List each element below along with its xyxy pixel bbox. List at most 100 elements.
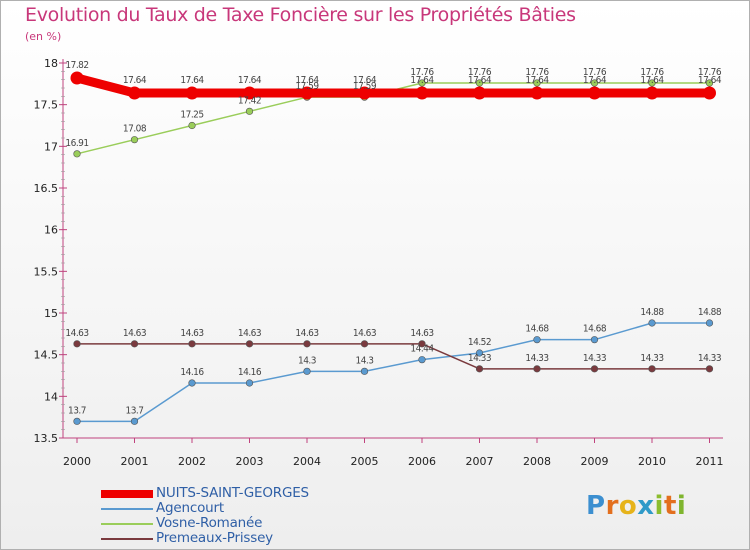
- axes: 13.5 14 14.5 15 15.5 16 16.5 17 17.5 18 2000 2001 20…: [34, 57, 724, 468]
- data-point-agencourt: [130, 417, 139, 425]
- data-label-vosne-romanee: 16.91: [65, 138, 88, 149]
- legend-label: Agencourt: [156, 500, 224, 516]
- x-tick-label: 2007: [466, 455, 494, 468]
- data-point-nuits-saint-georges: [128, 86, 141, 100]
- data-point-vosne-romanee: [245, 107, 254, 115]
- y-tick-label: 16: [44, 224, 58, 237]
- data-point-vosne-romanee: [418, 79, 426, 87]
- data-label-agencourt: 14.16: [238, 367, 262, 378]
- data-label-nuits-saint-georges: 17.64: [295, 75, 319, 86]
- data-label-vosne-romanee: 17.59: [353, 81, 377, 92]
- x-tick-label: 2005: [351, 455, 379, 468]
- data-label-nuits-saint-georges: 17.64: [180, 75, 204, 86]
- data-label-premeaux-prissey: 14.63: [353, 328, 376, 339]
- data-label-nuits-saint-georges: 17.64: [640, 75, 664, 86]
- x-tick-label: 2008: [523, 455, 551, 468]
- data-point-vosne-romanee: [188, 121, 196, 130]
- data-point-premeaux-prissey: [418, 340, 426, 348]
- line-chart: 13.5 14 14.5 15 15.5 16 16.5 17 17.5 18 2000 2001 20…: [34, 57, 724, 468]
- data-label-premeaux-prissey: 14.63: [238, 328, 261, 339]
- data-point-nuits-saint-georges: [473, 86, 486, 100]
- data-label-agencourt: 14.68: [525, 324, 549, 335]
- chart-subtitle: (en %): [25, 30, 62, 43]
- logo-letter: i: [676, 491, 687, 521]
- data-label-vosne-romanee: 17.59: [295, 81, 319, 92]
- x-tick-label: 2001: [121, 455, 149, 468]
- data-label-premeaux-prissey: 14.33: [525, 353, 548, 364]
- x-tick-label: 2003: [236, 455, 264, 468]
- data-point-premeaux-prissey: [303, 340, 311, 348]
- data-label-nuits-saint-georges: 17.64: [525, 75, 549, 86]
- data-point-vosne-romanee: [475, 79, 484, 87]
- data-point-vosne-romanee: [648, 79, 656, 87]
- logo-letter: t: [663, 491, 677, 521]
- data-label-premeaux-prissey: 14.63: [295, 328, 318, 339]
- legend-swatch: [101, 508, 153, 510]
- data-point-premeaux-prissey: [533, 365, 541, 373]
- logo-letter: x: [637, 491, 655, 521]
- data-point-premeaux-prissey: [130, 340, 139, 348]
- data-label-premeaux-prissey: 14.63: [410, 328, 433, 339]
- data-point-agencourt: [188, 379, 196, 387]
- data-label-agencourt: 14.88: [640, 307, 664, 318]
- data-point-nuits-saint-georges: [530, 86, 544, 100]
- data-point-agencourt: [705, 319, 714, 327]
- x-tick-label: 2002: [178, 455, 206, 468]
- data-label-premeaux-prissey: 14.33: [640, 353, 663, 364]
- y-tick-label: 15.5: [34, 265, 59, 278]
- y-tick-label: 14: [44, 390, 58, 403]
- x-tick-label: 2004: [293, 455, 321, 468]
- y-tick-label: 16.5: [34, 182, 59, 195]
- y-tick-label: 17: [44, 140, 58, 153]
- data-point-premeaux-prissey: [590, 365, 599, 373]
- data-point-agencourt: [418, 356, 426, 364]
- data-label-agencourt: 13.7: [125, 405, 143, 416]
- series-line-nuits-saint-georges: [75, 73, 710, 98]
- logo-letter: i: [654, 491, 664, 521]
- data-label-premeaux-prissey: 14.63: [123, 328, 146, 339]
- y-tick-label: 14.5: [34, 349, 59, 362]
- data-point-vosne-romanee: [590, 79, 599, 87]
- data-label-nuits-saint-georges: 17.64: [410, 75, 434, 86]
- x-tick-label: 2000: [63, 455, 91, 468]
- data-label-agencourt: 14.68: [583, 324, 607, 335]
- data-point-nuits-saint-georges: [243, 86, 256, 100]
- data-point-agencourt: [245, 379, 254, 387]
- data-label-premeaux-prissey: 14.33: [583, 353, 606, 364]
- y-tick-label: 15: [44, 307, 58, 320]
- data-label-nuits-saint-georges: 17.64: [698, 75, 722, 86]
- proxiti-logo: Proxiti: [586, 491, 686, 521]
- y-tick-label: 17.5: [34, 99, 59, 112]
- data-label-vosne-romanee: 17.76: [468, 67, 492, 78]
- series-line-agencourt: [77, 322, 710, 423]
- data-point-nuits-saint-georges: [70, 71, 84, 85]
- data-label-vosne-romanee: 17.42: [238, 95, 261, 106]
- logo-letter: r: [605, 491, 619, 521]
- data-point-nuits-saint-georges: [645, 86, 659, 100]
- y-tick-label: 13.5: [34, 432, 59, 445]
- data-label-premeaux-prissey: 14.63: [180, 328, 203, 339]
- data-point-vosne-romanee: [130, 136, 139, 144]
- data-label-premeaux-prissey: 14.33: [698, 353, 721, 364]
- data-point-premeaux-prissey: [648, 365, 656, 373]
- legend-label: NUITS-SAINT-GEORGES: [156, 485, 309, 501]
- data-label-agencourt: 14.44: [410, 344, 434, 355]
- data-point-nuits-saint-georges: [185, 86, 199, 100]
- legend-label: Premeaux-Prissey: [156, 530, 273, 546]
- data-label-vosne-romanee: 17.76: [410, 67, 434, 78]
- data-label-premeaux-prissey: 14.63: [65, 328, 88, 339]
- data-label-agencourt: 14.88: [698, 307, 722, 318]
- logo-letter: o: [618, 491, 638, 521]
- data-point-vosne-romanee: [705, 79, 714, 87]
- chart-title: Evolution du Taux de Taxe Foncière sur l…: [25, 4, 576, 26]
- data-point-agencourt: [360, 367, 369, 375]
- data-label-agencourt: 14.3: [355, 355, 373, 366]
- data-label-nuits-saint-georges: 17.64: [238, 75, 262, 86]
- data-point-agencourt: [648, 319, 656, 327]
- data-point-nuits-saint-georges: [703, 86, 716, 100]
- data-point-agencourt: [590, 336, 599, 344]
- data-point-nuits-saint-georges: [415, 86, 429, 100]
- data-label-agencourt: 14.3: [298, 355, 316, 366]
- data-point-agencourt: [533, 336, 541, 344]
